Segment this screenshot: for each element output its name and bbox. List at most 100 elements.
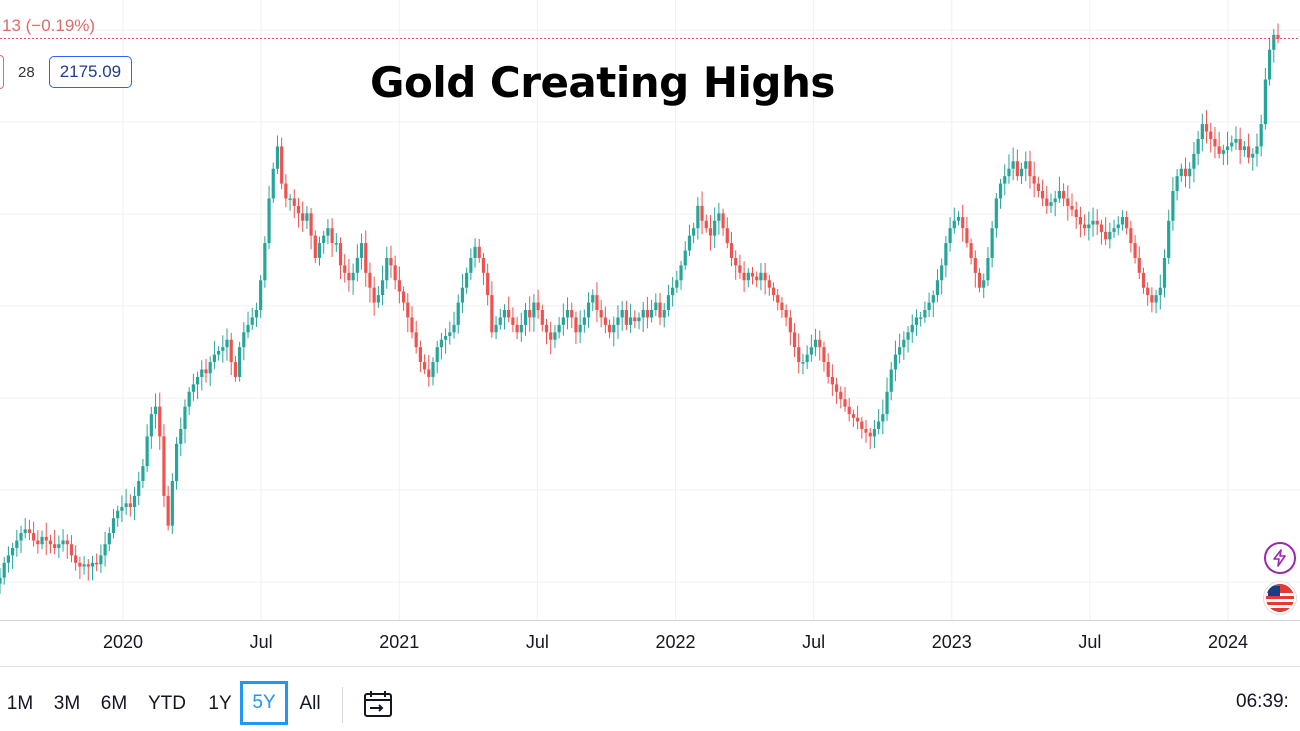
- range-1m-button[interactable]: 1M: [6, 693, 34, 714]
- candle-body: [296, 205, 301, 214]
- candle-body: [473, 246, 477, 258]
- candle-body: [1158, 287, 1162, 296]
- candle: [1255, 133, 1259, 167]
- candle: [675, 270, 679, 294]
- price-chart[interactable]: [0, 0, 1300, 620]
- candle-body: [406, 302, 410, 318]
- candle-body: [931, 295, 935, 303]
- candle: [872, 420, 877, 449]
- candle-body: [650, 310, 654, 318]
- candle-body: [620, 310, 624, 318]
- candle: [263, 236, 267, 288]
- candle: [448, 321, 452, 345]
- lightning-bolt-icon[interactable]: [1264, 542, 1296, 574]
- candle-body: [578, 324, 582, 333]
- candle-body: [481, 257, 486, 273]
- candle: [200, 360, 204, 391]
- range-5y-button[interactable]: 5Y: [240, 681, 288, 725]
- candle-body: [364, 243, 368, 273]
- candle: [380, 265, 385, 306]
- candle: [1246, 133, 1251, 164]
- candle-body: [456, 302, 460, 325]
- candle: [612, 316, 616, 347]
- candle-body: [624, 310, 628, 325]
- candle-body: [1024, 161, 1028, 169]
- candle-body: [1171, 191, 1175, 221]
- candle-body: [53, 544, 57, 548]
- candle-body: [721, 213, 725, 229]
- candle: [1217, 131, 1221, 159]
- range-ytd-button[interactable]: YTD: [148, 693, 186, 714]
- candle-body: [1049, 202, 1053, 206]
- candle: [898, 333, 902, 364]
- candle-body: [1066, 198, 1070, 206]
- candle: [725, 217, 729, 249]
- price-badge[interactable]: 2175.09: [48, 56, 133, 88]
- candle: [591, 289, 595, 312]
- candle: [74, 545, 78, 571]
- candle: [1011, 147, 1015, 181]
- calendar-range-icon[interactable]: [360, 687, 396, 721]
- candle-body: [654, 302, 658, 310]
- candle: [187, 387, 191, 415]
- candle: [822, 341, 826, 372]
- candle: [267, 185, 271, 249]
- range-all-button[interactable]: All: [299, 693, 321, 714]
- candle-body: [141, 466, 145, 482]
- candle: [658, 293, 662, 326]
- candle-body: [435, 347, 439, 363]
- candle-body: [204, 369, 208, 374]
- candle: [99, 544, 103, 573]
- candle-body: [359, 243, 364, 258]
- candle: [1007, 154, 1011, 184]
- candle-body: [1204, 124, 1209, 132]
- candle-body: [1036, 183, 1040, 192]
- candle: [881, 399, 885, 435]
- candle: [885, 377, 889, 421]
- candle-body: [288, 198, 292, 200]
- candle-body: [44, 536, 48, 541]
- candle: [1112, 219, 1116, 238]
- candle-body: [603, 317, 607, 325]
- candle: [271, 162, 275, 203]
- candle: [1095, 209, 1099, 236]
- candle-body: [982, 280, 986, 288]
- candle-body: [713, 220, 717, 236]
- candle: [671, 277, 675, 307]
- us-flag-icon[interactable]: [1264, 582, 1296, 614]
- candle: [317, 236, 322, 266]
- candle: [452, 311, 456, 339]
- candle: [1129, 220, 1133, 253]
- candle: [158, 392, 162, 450]
- candle: [662, 303, 666, 328]
- candle-body: [1095, 220, 1099, 225]
- candle: [1019, 162, 1024, 185]
- candle-body: [776, 295, 780, 303]
- candle: [401, 286, 406, 311]
- candle: [914, 309, 919, 336]
- candle: [1036, 176, 1040, 198]
- range-6m-button[interactable]: 6M: [100, 693, 128, 714]
- candle: [818, 330, 822, 361]
- candle: [57, 535, 61, 559]
- candle-body: [418, 347, 422, 363]
- candle: [586, 292, 591, 328]
- candle: [578, 310, 582, 344]
- candle: [1003, 164, 1007, 196]
- candle-body: [86, 564, 90, 567]
- x-tick-label: 2021: [379, 632, 420, 652]
- candle: [780, 296, 784, 318]
- symbol-chip[interactable]: [0, 55, 4, 89]
- candle-body: [317, 243, 322, 258]
- candle-body: [1078, 217, 1083, 225]
- candle-body: [1225, 146, 1230, 151]
- candle-body: [32, 533, 36, 541]
- candle-body: [267, 198, 271, 244]
- candle: [902, 331, 906, 360]
- range-3m-button[interactable]: 3M: [53, 693, 81, 714]
- candle-body: [1108, 231, 1112, 240]
- candle: [1083, 214, 1087, 236]
- range-1y-button[interactable]: 1Y: [208, 693, 232, 714]
- candle-body: [23, 529, 27, 534]
- candle-body: [1230, 142, 1234, 147]
